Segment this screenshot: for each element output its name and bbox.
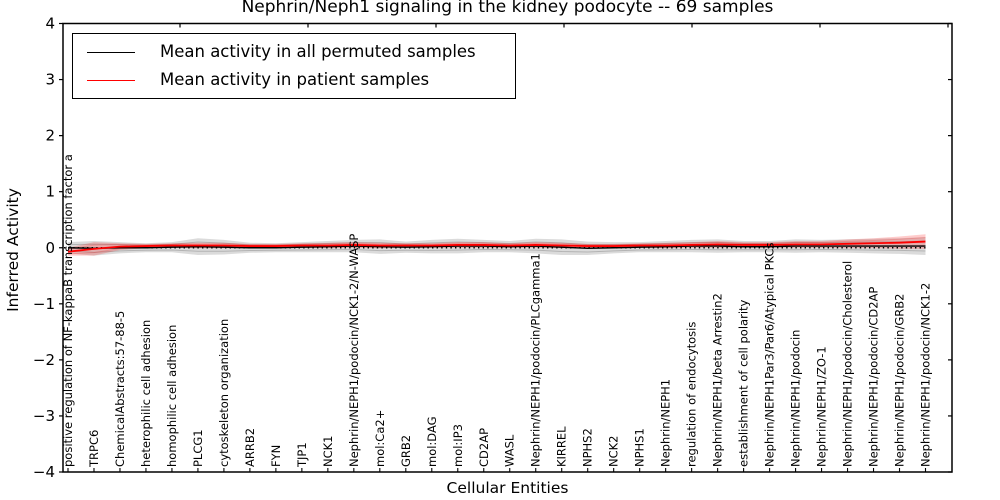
y-axis-label: Inferred Activity (4, 188, 22, 312)
x-tick-label: FYN (269, 445, 283, 467)
x-tick-label: Nephrin/NEPH1/podocin/GRB2 (893, 294, 907, 467)
y-tick-label: 3 (45, 71, 55, 89)
y-tick-label: 0 (45, 239, 55, 257)
x-tick-label: establishment of cell polarity (737, 299, 751, 467)
x-tick-label: PLCG1 (191, 429, 205, 467)
x-tick-label: ARRB2 (243, 428, 257, 467)
x-tick-label: Nephrin/NEPH1/podocin/NCK1-2 (919, 283, 933, 467)
x-tick-label: Nephrin/NEPH1/podocin (789, 330, 803, 467)
x-tick-label: NPHS2 (581, 428, 595, 467)
x-tick-label: Nephrin/NEPH1 (659, 379, 673, 467)
legend-line-permuted-icon (87, 51, 135, 53)
x-tick-label: Nephrin/NEPH1/podocin/PLCgamma1 (529, 253, 543, 467)
y-tick-label: −3 (33, 407, 55, 425)
x-tick-label: NCK2 (607, 436, 621, 468)
legend-label-patient: Mean activity in patient samples (160, 69, 430, 89)
legend-item-patient: Mean activity in patient samples (73, 69, 515, 89)
x-tick-label: Nephrin/NEPH1Par3/Par6/Atypical PKCs (763, 243, 777, 467)
legend: Mean activity in all permuted samples Me… (72, 33, 516, 99)
x-tick-label: positive regulation of NF-kappaB transcr… (61, 154, 75, 467)
x-tick-label: TRPC6 (87, 430, 101, 468)
x-tick-label: cytoskeleton organization (217, 319, 231, 467)
x-tick-label: mol:Ca2+ (373, 410, 387, 467)
x-tick-label: homophilic cell adhesion (165, 325, 179, 467)
legend-label-permuted: Mean activity in all permuted samples (160, 41, 476, 61)
patient-envelope-line (67, 237, 926, 251)
x-tick-label: ChemicalAbstracts:57-88-5 (113, 311, 127, 467)
x-tick-label: Nephrin/NEPH1/beta Arrestin2 (711, 293, 725, 467)
y-tick-label: 4 (45, 15, 55, 33)
chart-title: Nephrin/Neph1 signaling in the kidney po… (241, 0, 774, 17)
x-tick-label: heterophilic cell adhesion (139, 320, 153, 467)
x-tick-label: Nephrin/NEPH1/podocin/Cholesterol (841, 261, 855, 467)
y-tick-label: −1 (33, 295, 55, 313)
y-tick-label: −4 (33, 463, 55, 481)
legend-line-patient-icon (87, 79, 135, 81)
x-tick-label: Nephrin/NEPH1/ZO-1 (815, 346, 829, 467)
x-tick-label: mol:IP3 (451, 424, 465, 467)
x-tick-label: Nephrin/NEPH1/podocin/CD2AP (867, 287, 881, 467)
x-tick-label: mol:DAG (425, 416, 439, 467)
x-tick-label: TJP1 (295, 442, 309, 468)
mean-patient-line (67, 240, 926, 253)
x-tick-label: CD2AP (477, 428, 491, 467)
y-tick-label: 1 (45, 183, 55, 201)
permuted-envelope-line (67, 248, 926, 253)
x-tick-label: NPHS1 (633, 428, 647, 467)
x-tick-label: regulation of endocytosis (685, 322, 699, 467)
x-tick-label: WASL (503, 434, 517, 467)
x-tick-label: NCK1 (321, 436, 335, 468)
mean-permuted-line (67, 245, 926, 250)
x-tick-label: Nephrin/NEPH1/podocin/NCK1-2/N-WASP (347, 234, 361, 467)
y-tick-label: −2 (33, 351, 55, 369)
x-axis-label: Cellular Entities (446, 479, 569, 497)
permuted-envelope-line (67, 240, 926, 246)
legend-item-permuted: Mean activity in all permuted samples (73, 41, 515, 61)
y-tick-label: 2 (45, 127, 55, 145)
x-tick-label: KIRREL (555, 426, 569, 467)
x-tick-label: GRB2 (399, 435, 413, 467)
